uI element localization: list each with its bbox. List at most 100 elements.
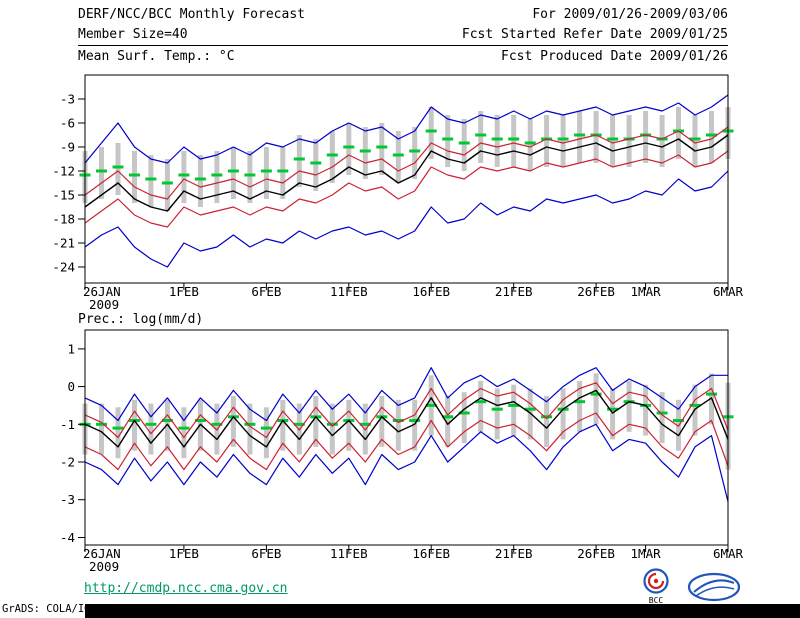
- prec-plot-frame: [84, 329, 729, 546]
- temp-spread-bar: [214, 151, 220, 203]
- prec-ensemble-min-line: [84, 423, 729, 502]
- prec-spread-bar: [346, 399, 352, 451]
- temp-y-tick-label: -15: [52, 188, 75, 203]
- cma-logo-globe: [687, 572, 741, 602]
- temp-spread-bar: [692, 115, 698, 167]
- prec-spread-bar: [494, 388, 500, 440]
- temp-y-tick-label: -24: [52, 260, 75, 275]
- prec-x-tick-label: 11FEB: [330, 546, 368, 561]
- temp-panel-title: Mean Surf. Temp.: °C: [78, 49, 235, 64]
- temp-upper-spread-line: [84, 126, 729, 200]
- forecast-date-range: For 2009/01/26-2009/03/06: [532, 7, 728, 22]
- prec-y-tick-label: -4: [60, 530, 75, 545]
- temp-x-tick-label: 1FEB: [169, 284, 199, 299]
- prec-x-year-label: 2009: [89, 559, 119, 574]
- temp-chart: -3 -6 -9 -12 -15 -18 -21 -24 26JAN 1FEB 6FEB 11FEB 1…: [52, 74, 744, 312]
- prec-spread-bar: [610, 388, 616, 440]
- prec-spread-bar: [643, 384, 649, 436]
- prec-spread-bar: [461, 392, 467, 444]
- temp-spread-bar: [99, 147, 104, 199]
- prec-x-tick-label: 26JAN: [83, 546, 121, 561]
- temp-spread-bar: [132, 151, 137, 203]
- prec-spread-bar: [560, 388, 566, 440]
- prec-x-tick-label: 1MAR: [631, 546, 662, 561]
- prec-y-tick-label: -2: [60, 455, 75, 470]
- prec-spread-bar: [247, 403, 253, 455]
- temp-spread-bar: [230, 147, 236, 199]
- prec-upper-spread-line: [84, 382, 729, 439]
- temp-x-tick-label: 6MAR: [713, 284, 744, 299]
- temp-spread-bar: [115, 143, 121, 195]
- temp-spread-bar: [527, 119, 533, 171]
- temp-spread-bar: [346, 123, 352, 175]
- prec-y-tick-label: 0: [67, 379, 75, 394]
- prec-spread-bar: [99, 403, 104, 455]
- bcc-logo: BCC: [643, 568, 669, 605]
- prec-lower-spread-line: [84, 412, 729, 471]
- temp-x-tick-label: 26FEB: [577, 284, 615, 299]
- prec-spread-bar: [478, 380, 484, 432]
- temp-spread-bar: [280, 147, 286, 199]
- bcc-logo-ring: [643, 568, 669, 594]
- prec-spread-bar: [412, 399, 418, 451]
- temp-spread-bar: [164, 159, 170, 211]
- prec-y-tick-label: 1: [67, 341, 75, 356]
- temp-spread-bar: [626, 115, 632, 167]
- temp-spread-bar: [197, 155, 203, 207]
- temp-spread-bar: [412, 127, 418, 179]
- prec-x-tick-label: 21FEB: [495, 546, 533, 561]
- prec-y-tick-label: -1: [60, 417, 75, 432]
- temp-lower-spread-line: [84, 150, 729, 228]
- temp-spread-bar: [181, 151, 187, 203]
- temp-spread-bar: [263, 147, 269, 199]
- temp-spread-bar: [362, 127, 368, 179]
- prec-ensemble-mean-line: [84, 389, 729, 448]
- fcst-produced-label: Fcst Produced Date 2009/01/26: [501, 49, 728, 64]
- member-size-label: Member Size=40: [78, 27, 188, 42]
- temp-spread-bar: [247, 151, 253, 203]
- cma-logo-swoosh: [693, 579, 735, 593]
- temp-ensemble-max-line: [84, 94, 729, 164]
- prec-spread-bar: [379, 396, 385, 447]
- temp-spread-bar: [395, 131, 401, 183]
- fcst-started-label: Fcst Started Refer Date 2009/01/25: [461, 27, 728, 42]
- bcc-logo-swirl: [647, 572, 665, 590]
- temp-spread-bar: [148, 155, 154, 207]
- temp-spread-bar: [478, 111, 484, 163]
- temp-y-tick-label: -12: [52, 164, 75, 179]
- temp-x-tick-label: 21FEB: [495, 284, 533, 299]
- prec-spread-bar: [544, 396, 550, 447]
- temp-y-tick-label: -18: [52, 212, 75, 227]
- prec-x-tick-label: 1FEB: [169, 546, 199, 561]
- temp-spread-bar: [313, 139, 319, 191]
- bcc-logo-label: BCC: [649, 596, 664, 605]
- prec-spread-bar: [313, 396, 319, 447]
- prec-spread-bar: [329, 403, 335, 455]
- prec-spread-bar: [115, 407, 121, 459]
- temp-spread-bar: [544, 115, 550, 167]
- temp-plot-frame: [84, 74, 729, 284]
- prec-spread-bar: [132, 399, 137, 451]
- precip-chart: 1 0 -1 -2 -3 -4 26JAN 1FEB 6FEB 11FEB 16FEB 21FEB 26…: [60, 329, 744, 574]
- prec-spread-bar: [230, 396, 236, 447]
- temp-spread-bar: [379, 123, 385, 175]
- precip-panel-title: Prec.: log(mm/d): [78, 312, 204, 327]
- temp-spread-bar: [560, 115, 566, 167]
- prec-x-tick-label: 16FEB: [412, 546, 450, 561]
- temp-x-year-label: 2009: [89, 297, 119, 312]
- website-link[interactable]: http://cmdp.ncc.cma.gov.cn: [84, 581, 288, 596]
- prec-spread-bar: [626, 380, 632, 432]
- temp-spread-bar: [643, 111, 649, 163]
- temp-spread-bar: [445, 115, 451, 167]
- temp-ensemble-mean-line: [84, 134, 729, 212]
- prec-spread-bar: [511, 384, 517, 436]
- cma-logo: [687, 572, 741, 602]
- prec-ensemble-max-line: [84, 367, 728, 422]
- prec-spread-bar: [577, 380, 583, 432]
- temp-x-tick-label: 6FEB: [251, 284, 281, 299]
- temp-y-tick-label: -9: [60, 140, 75, 155]
- temp-y-tick-label: -6: [60, 116, 75, 131]
- temp-spread-bar: [610, 115, 616, 167]
- temp-spread-bar: [659, 115, 665, 167]
